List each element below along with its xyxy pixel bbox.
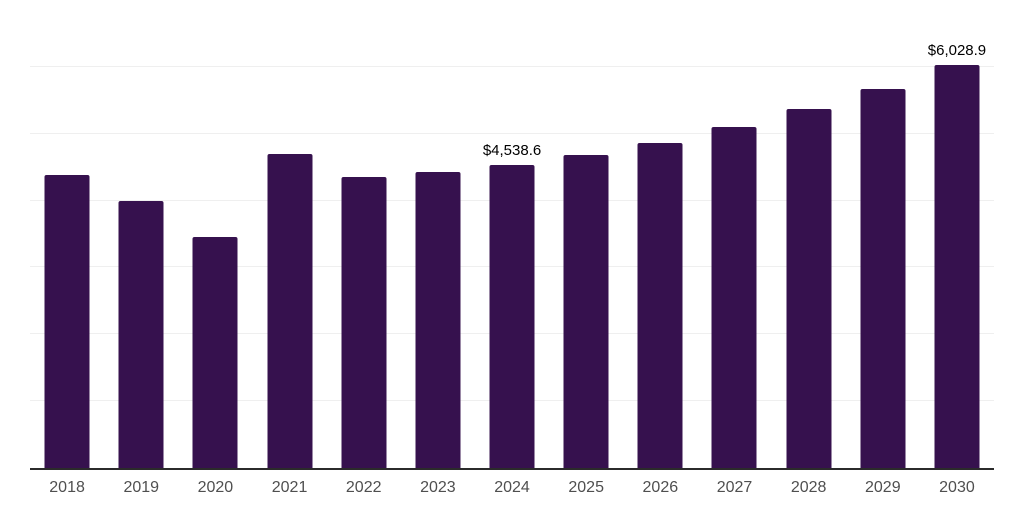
x-tick-label-2022: 2022 [345,479,382,496]
gridline-5000 [30,132,994,134]
x-tick-label-2021: 2021 [271,479,308,496]
bars-row: $4,538.6 $6,028.9 [30,0,994,468]
x-tick-label-2018: 2018 [49,479,85,496]
bar-2023 [415,172,461,468]
x-tick-label-2024: 2024 [494,479,530,496]
bar-2024 [489,164,535,468]
band-2024: $4,538.6 [475,0,549,468]
band-2018 [30,0,104,468]
bar-2022 [341,176,387,468]
band-2029 [846,0,920,468]
band-2030: $6,028.9 [920,0,994,468]
bar-2019 [118,201,164,468]
bar-2021 [267,154,313,468]
x-tick-label-2030: 2030 [939,479,975,496]
band-2023 [401,0,475,468]
x-tick-label-2020: 2020 [197,479,234,496]
band-2025 [549,0,623,468]
band-2019 [104,0,178,468]
data-label-2024: $4,538.6 [482,141,542,159]
x-tick-label-2025: 2025 [568,479,604,496]
bar-chart: $4,538.6 $6,028.9 2018 2019 2020 2021 2022 202… [30,0,994,496]
bar-2025 [563,154,609,468]
band-2022 [327,0,401,468]
band-2026 [623,0,697,468]
x-tick-label-2019: 2019 [123,479,160,496]
x-tick-label-2029: 2029 [865,479,901,496]
bar-2026 [637,143,683,468]
bar-2020 [192,237,238,468]
x-axis-labels: 2018 2019 2020 2021 2022 2023 2024 2025 2026 2027… [30,480,994,496]
x-tick-label-2026: 2026 [642,479,679,496]
bar-2029 [860,88,906,468]
band-2027 [697,0,771,468]
x-tick-label-2028: 2028 [790,479,827,496]
x-tick-label-2023: 2023 [420,479,456,496]
band-2020 [178,0,252,468]
bar-2028 [786,109,832,468]
gridline-6000 [30,65,994,67]
bar-2027 [711,127,757,468]
bar-2030 [934,64,980,468]
band-2028 [772,0,846,468]
bar-2018 [44,174,90,468]
band-2021 [252,0,326,468]
data-label-2030: $6,028.9 [927,41,987,59]
plot-area: $4,538.6 $6,028.9 [30,0,994,470]
x-tick-label-2027: 2027 [716,479,753,496]
